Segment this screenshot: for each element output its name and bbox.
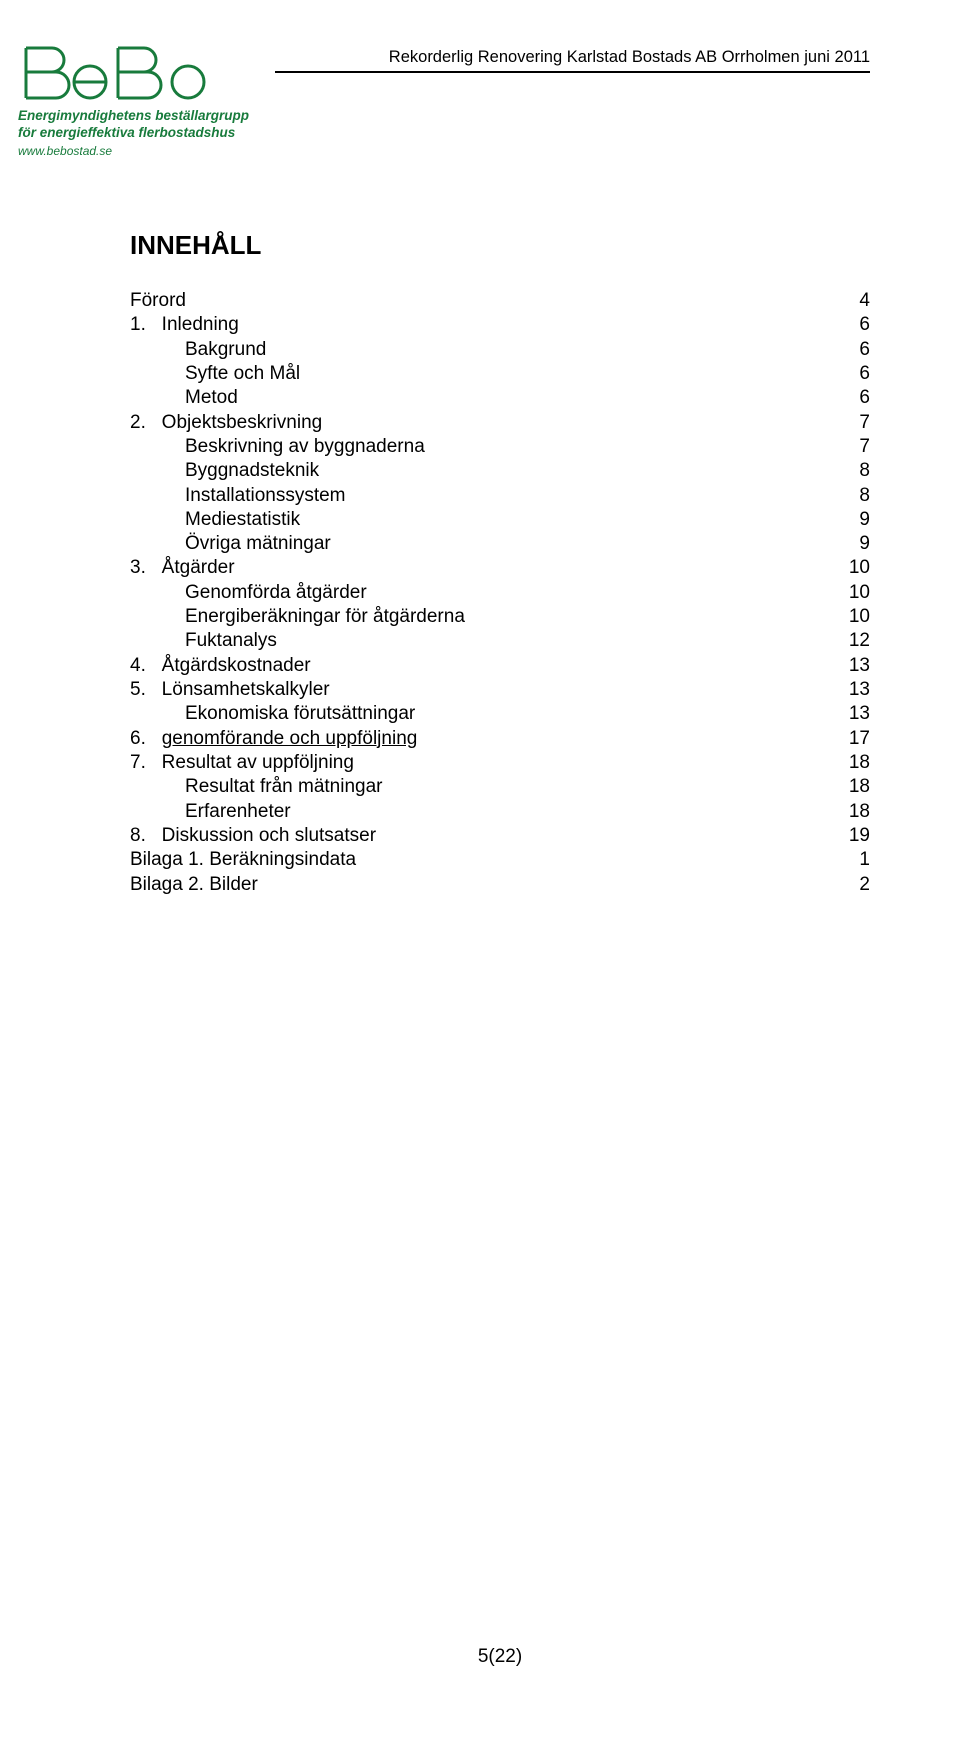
header-right: Rekorderlig Renovering Karlstad Bostads … (275, 48, 870, 73)
toc-label: 4. Åtgärdskostnader (130, 654, 311, 678)
toc-page: 2 (818, 873, 870, 897)
toc-page: 19 (818, 824, 870, 848)
toc-page: 6 (818, 338, 870, 362)
logo-block: Energimyndighetens beställargrupp för en… (18, 42, 250, 158)
toc-label-underlined: genomförande och uppföljning (162, 728, 418, 749)
toc-page: 7 (818, 411, 870, 435)
toc-label: 1. Inledning (130, 313, 239, 337)
toc-row: 4. Åtgärdskostnader 13 (130, 654, 870, 678)
toc-row: Mediestatistik 9 (130, 508, 870, 532)
page-number: 5(22) (130, 1646, 870, 1668)
toc-row: 3. Åtgärder 10 (130, 556, 870, 580)
toc-page: 8 (818, 459, 870, 483)
toc-row: Metod 6 (130, 386, 870, 410)
toc-label: Metod (130, 386, 238, 410)
header-title: Rekorderlig Renovering Karlstad Bostads … (275, 48, 870, 67)
toc-page: 10 (818, 556, 870, 580)
toc-row: Installationssystem 8 (130, 484, 870, 508)
toc-label: Installationssystem (130, 484, 346, 508)
toc-label: 7. Resultat av uppföljning (130, 751, 354, 775)
toc-page: 6 (818, 362, 870, 386)
logo-wordmark (18, 42, 250, 104)
toc-row: Energiberäkningar för åtgärderna 10 (130, 605, 870, 629)
toc-label: 5. Lönsamhetskalkyler (130, 678, 330, 702)
toc-label: Energiberäkningar för åtgärderna (130, 605, 465, 629)
toc-label: Övriga mätningar (130, 532, 331, 556)
toc-page: 9 (818, 508, 870, 532)
toc-page: 18 (818, 775, 870, 799)
toc-row: Förord 4 (130, 289, 870, 313)
toc-row: 7. Resultat av uppföljning 18 (130, 751, 870, 775)
toc-row: 1. Inledning 6 (130, 313, 870, 337)
toc-label: Genomförda åtgärder (130, 581, 367, 605)
toc-row: Bakgrund 6 (130, 338, 870, 362)
toc-label: Resultat från mätningar (130, 775, 383, 799)
toc-label: Beskrivning av byggnaderna (130, 435, 425, 459)
toc-page: 13 (818, 678, 870, 702)
toc-row: 2. Objektsbeskrivning 7 (130, 411, 870, 435)
toc-row: Övriga mätningar 9 (130, 532, 870, 556)
header-rule (275, 71, 870, 73)
toc-label: Bilaga 2. Bilder (130, 873, 258, 897)
logo-sub-line1: Energimyndighetens beställargrupp (18, 108, 249, 123)
toc-label: Mediestatistik (130, 508, 300, 532)
toc-row: Genomförda åtgärder 10 (130, 581, 870, 605)
toc-list: Förord41. Inledning6Bakgrund6Syfte och M… (130, 289, 870, 897)
toc-row: Resultat från mätningar 18 (130, 775, 870, 799)
toc-label: 2. Objektsbeskrivning (130, 411, 322, 435)
toc-page: 4 (818, 289, 870, 313)
toc-label: Syfte och Mål (130, 362, 300, 386)
logo-url: www.bebostad.se (18, 144, 250, 158)
toc-page: 7 (818, 435, 870, 459)
toc-row: Syfte och Mål 6 (130, 362, 870, 386)
toc-page: 12 (818, 629, 870, 653)
toc-label: 3. Åtgärder (130, 556, 235, 580)
toc-page: 18 (818, 751, 870, 775)
toc-page: 8 (818, 484, 870, 508)
toc-page: 10 (818, 581, 870, 605)
toc-row: Beskrivning av byggnaderna 7 (130, 435, 870, 459)
toc-row: 8. Diskussion och slutsatser 19 (130, 824, 870, 848)
toc-row: Fuktanalys 12 (130, 629, 870, 653)
toc-page: 13 (818, 654, 870, 678)
toc-row: Bilaga 2. Bilder 2 (130, 873, 870, 897)
toc-row: Bilaga 1. Beräkningsindata 1 (130, 848, 870, 872)
toc-page: 6 (818, 313, 870, 337)
toc-row: Ekonomiska förutsättningar 13 (130, 702, 870, 726)
logo-sub-line2: för energieffektiva flerbostadshus (18, 125, 235, 140)
toc-label: Erfarenheter (130, 800, 291, 824)
bebo-logo-icon (18, 42, 228, 104)
page: Energimyndighetens beställargrupp för en… (0, 0, 960, 1740)
toc-page: 6 (818, 386, 870, 410)
toc-heading: INNEHÅLL (130, 230, 870, 261)
content-area: INNEHÅLL Förord41. Inledning6Bakgrund6Sy… (130, 230, 870, 897)
toc-label: Byggnadsteknik (130, 459, 319, 483)
toc-page: 18 (818, 800, 870, 824)
toc-page: 17 (818, 727, 870, 751)
toc-label: Bilaga 1. Beräkningsindata (130, 848, 356, 872)
logo-subtitle: Energimyndighetens beställargrupp för en… (18, 108, 250, 142)
toc-label: 8. Diskussion och slutsatser (130, 824, 376, 848)
toc-page: 1 (818, 848, 870, 872)
toc-label: 6. genomförande och uppföljning (130, 727, 417, 751)
toc-row: 6. genomförande och uppföljning 17 (130, 727, 870, 751)
toc-label: Ekonomiska förutsättningar (130, 702, 415, 726)
page-header: Energimyndighetens beställargrupp för en… (0, 42, 960, 162)
toc-page: 13 (818, 702, 870, 726)
toc-label: Fuktanalys (130, 629, 277, 653)
toc-row: 5. Lönsamhetskalkyler 13 (130, 678, 870, 702)
toc-row: Byggnadsteknik 8 (130, 459, 870, 483)
toc-label: Bakgrund (130, 338, 266, 362)
toc-page: 9 (818, 532, 870, 556)
toc-label: Förord (130, 289, 186, 313)
toc-row: Erfarenheter 18 (130, 800, 870, 824)
toc-page: 10 (818, 605, 870, 629)
